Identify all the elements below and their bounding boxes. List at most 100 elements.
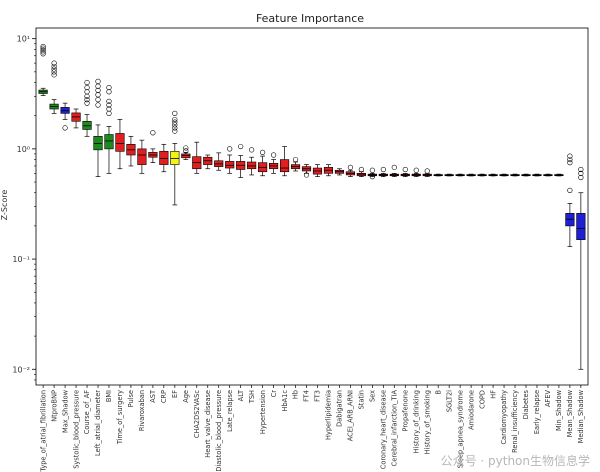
x-tick-label: Type_of_atrial_fibrillation — [39, 390, 47, 472]
flier-point — [249, 147, 255, 153]
flier-point — [106, 98, 112, 104]
box-CRP — [159, 151, 169, 165]
flier-point — [238, 143, 244, 150]
flier-point — [84, 84, 90, 91]
x-tick-label: SGLT2i — [445, 390, 453, 412]
flier-point — [84, 93, 90, 99]
x-tick-label: Hyperlipidemia — [325, 390, 333, 440]
plot-area: 10¹ 10⁰ 10⁻¹ 10⁻² Type_of_atrial_fibrillatio… — [12, 27, 589, 472]
x-tick-label: CHA2DS2VASc — [193, 390, 201, 439]
flier-point — [106, 102, 112, 108]
box-Late_relapse — [225, 161, 235, 169]
x-tick-label: BMI — [105, 390, 113, 402]
x-tick-label: FT3 — [314, 390, 322, 402]
flier-point — [567, 153, 573, 159]
flier-point — [292, 156, 299, 163]
x-tick-label: Pulse — [127, 390, 135, 407]
x-tick-label: History_of_smoking — [423, 390, 431, 454]
flier-point — [578, 166, 584, 173]
x-tick-label: Hypertension — [259, 390, 267, 434]
x-tick-label: Hb — [292, 390, 300, 399]
flier-point — [172, 128, 178, 134]
flier-point — [95, 83, 101, 89]
x-tick-label: HbA1c — [281, 390, 289, 412]
flier-point — [51, 66, 57, 72]
flier-point — [84, 89, 90, 95]
x-tick-label: Coronary_heart_disease — [380, 390, 388, 469]
x-tick-label: Statin — [358, 390, 366, 409]
flier-point — [578, 170, 584, 176]
x-tick-label: Course_of_AF — [83, 390, 91, 434]
x-tick-label: AST — [149, 389, 157, 403]
flier-point — [40, 51, 46, 57]
box-HbA1c — [279, 159, 290, 173]
flier-point — [567, 160, 573, 166]
flier-point — [84, 79, 90, 86]
flier-point — [106, 89, 112, 95]
flier-point — [172, 116, 178, 123]
flier-point — [106, 110, 112, 116]
x-tick-label: Renal_insufficiency — [511, 390, 519, 453]
flier-point — [391, 164, 397, 170]
flier-point — [172, 125, 178, 131]
box-Time_of_surgery — [115, 133, 125, 152]
flier-point — [380, 166, 386, 173]
flier-point — [95, 78, 101, 84]
flier-point — [84, 97, 90, 103]
flier-point — [227, 146, 233, 152]
flier-point — [95, 87, 101, 93]
plot-frame — [35, 27, 589, 386]
flier-point — [260, 149, 266, 155]
x-tick-label: Diabetes — [522, 389, 530, 419]
flier-point — [150, 130, 156, 136]
y-tick-label: 10⁻¹ — [12, 255, 30, 264]
x-tick-label: Time_of_surgery — [116, 390, 124, 445]
flier-point — [40, 47, 46, 53]
flier-point — [40, 49, 46, 55]
flier-point — [84, 100, 90, 106]
x-tick-label: Late_relapse — [226, 390, 234, 432]
x-tick-label: Sleep_apnea_syndrome — [456, 390, 464, 468]
x-tick-label: Early_relapse — [533, 390, 541, 434]
flier-point — [172, 110, 178, 116]
box-Median_Shadow — [576, 213, 586, 240]
x-tick-label: Rivaroxaban — [138, 390, 146, 431]
chart-title: Feature Importance — [256, 12, 364, 25]
flier-point — [106, 84, 112, 91]
x-tick-label: Max_Shadow — [61, 389, 69, 433]
box-Mean_Shadow — [565, 213, 575, 227]
x-tick-label: B — [434, 390, 442, 395]
flier-point — [95, 92, 101, 98]
box-TSH — [247, 161, 257, 170]
flier-point — [51, 63, 57, 70]
x-tick-label: Median_Shadow — [577, 389, 585, 443]
y-tick-label: 10⁰ — [17, 145, 30, 154]
flier-point — [172, 119, 178, 125]
flier-point — [40, 43, 46, 50]
box-Rivaroxaban — [137, 148, 147, 165]
x-tick-label: Heart_valve_disease — [204, 390, 212, 458]
x-tick-label: Left_atrial_diameter — [94, 390, 102, 456]
x-tick-label: Age — [182, 390, 190, 403]
flier-point — [51, 72, 57, 78]
flier-point — [106, 106, 112, 112]
x-tick-label: COPD — [478, 390, 486, 409]
flier-point — [95, 102, 101, 108]
x-tick-label: Cardiomyopathy — [500, 390, 508, 445]
x-tick-label: ALT — [237, 389, 245, 401]
x-tick-label: Cerebral_infarction_TIA — [391, 390, 399, 467]
x-tick-label: Systolic_blood_pressure — [72, 390, 80, 469]
flier-point — [51, 69, 57, 75]
flier-point — [424, 168, 430, 174]
x-tick-label: History_of_drinking — [412, 390, 420, 453]
flier-point — [40, 45, 46, 51]
flier-point — [369, 167, 375, 173]
box-Course_of_AF — [82, 120, 92, 130]
flier-point — [578, 174, 584, 181]
x-tick-label: Sex — [369, 390, 377, 402]
x-tick-label: CRP — [160, 390, 168, 403]
flier-point — [172, 122, 178, 128]
flier-point — [369, 174, 375, 180]
flier-point — [567, 156, 573, 163]
x-tick-label: NtproBNP — [50, 390, 58, 422]
